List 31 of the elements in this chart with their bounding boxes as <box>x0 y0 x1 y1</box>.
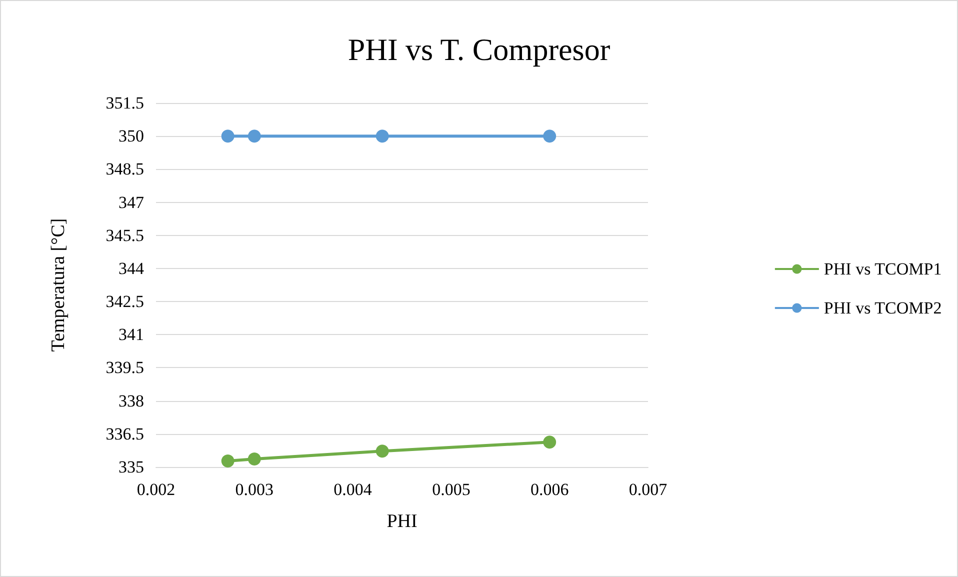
point <box>248 130 261 143</box>
y-tick-label: 347 <box>118 192 144 212</box>
chart-title: PHI vs T. Compresor <box>348 32 611 67</box>
y-tick-label: 348.5 <box>106 160 144 179</box>
x-axis-title: PHI <box>386 511 418 532</box>
y-tick-label: 345.5 <box>106 226 144 245</box>
x-tick-label: 0.005 <box>432 480 470 499</box>
y-tick-label: 335 <box>118 458 144 476</box>
point <box>376 130 389 143</box>
x-tick-label: 0.004 <box>334 480 372 499</box>
x-tick-label: 0.003 <box>235 480 274 499</box>
y-tick-label: 339.5 <box>106 358 144 378</box>
legend-label: PHI vs TCOMP2 <box>824 298 942 318</box>
point <box>221 130 234 143</box>
y-tick-label: 338 <box>118 391 144 410</box>
point <box>248 452 261 466</box>
y-tick-label: 351.5 <box>106 94 144 112</box>
x-tick-label: 0.006 <box>530 480 569 499</box>
x-tick-label: 0.002 <box>136 480 176 499</box>
y-tick-label: 350 <box>118 126 144 146</box>
legend-label: PHI vs TCOMP1 <box>824 260 942 278</box>
y-tick-label: 336.5 <box>106 424 144 444</box>
point <box>543 436 556 449</box>
point <box>543 130 556 143</box>
point <box>376 444 389 458</box>
point <box>221 454 234 468</box>
y-axis-title: Temperatura [°C] <box>48 218 69 352</box>
y-tick-label: 344 <box>118 258 144 278</box>
x-tick-label: 0.007 <box>628 480 668 499</box>
y-tick-label: 341 <box>118 325 144 344</box>
y-tick-label: 342.5 <box>106 292 144 312</box>
